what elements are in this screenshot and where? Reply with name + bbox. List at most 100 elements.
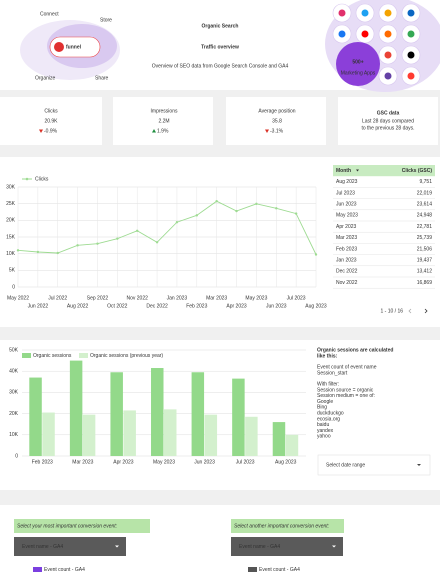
dropdown-label: Event name - GA4 <box>22 544 63 550</box>
y-tick-label: 20K <box>9 411 19 417</box>
line-point <box>76 244 79 247</box>
notes-medium: Bing <box>317 405 327 411</box>
kpi-arrow <box>39 129 43 133</box>
table-cell: Nov 2022 <box>336 280 358 286</box>
bar <box>245 416 258 456</box>
app-icon-glyph <box>407 9 415 17</box>
legend-label: Event count - GA4 <box>259 567 300 572</box>
table-header-cell: Clicks (GSC) <box>402 168 433 174</box>
x-tick-label: Aug 2023 <box>305 303 327 309</box>
kpi-value: 2.2M <box>158 118 169 124</box>
table-cell: 22,019 <box>417 190 433 196</box>
table-cell: Dec 2022 <box>336 269 358 275</box>
app-icon-glyph <box>338 30 346 38</box>
line-point <box>215 200 218 203</box>
dropdown-caret[interactable] <box>115 545 119 548</box>
notes-medium: Google <box>317 399 333 405</box>
line-series <box>17 200 317 255</box>
x-tick-label: Nov 2022 <box>126 295 148 301</box>
gsc-text: Last 28 days compared <box>362 118 414 124</box>
notes-medium: yandex <box>317 428 334 434</box>
dropdown-caret[interactable] <box>332 545 336 548</box>
x-tick-label: Jun 2023 <box>194 459 215 465</box>
app-icon-glyph <box>407 30 415 38</box>
app-icon-glyph <box>384 51 392 59</box>
logo-mark <box>54 42 64 52</box>
x-tick-label: Jun 2022 <box>28 303 49 309</box>
x-tick-label: Oct 2022 <box>107 303 128 309</box>
notes-title: Organic sessions are calculated <box>317 347 393 353</box>
prompt: Select your most important conversion ev… <box>17 523 118 529</box>
table-cell: 24,948 <box>417 213 433 219</box>
notes-metric: Event count of event name <box>317 364 377 370</box>
legend-swatch <box>79 353 88 358</box>
table-header-cell: Month <box>336 168 351 174</box>
line-point <box>275 207 278 210</box>
x-tick-label: Jul 2023 <box>236 459 255 465</box>
apps-badge <box>336 42 380 86</box>
sort-icon <box>356 169 359 172</box>
bar <box>285 434 299 456</box>
logo-label: Organize <box>35 75 56 81</box>
app-icon-glyph <box>338 9 346 17</box>
x-tick-label: Jan 2023 <box>167 295 188 301</box>
kpi-arrow <box>265 129 269 133</box>
kpi-label: Impressions <box>151 108 178 114</box>
badge-number: 500+ <box>352 59 363 65</box>
logo-label: Share <box>95 75 109 81</box>
y-tick-label: 0 <box>12 284 15 290</box>
kpi-label: Clicks <box>44 108 58 114</box>
x-tick-label: Feb 2023 <box>186 303 207 309</box>
y-tick-label: 40K <box>9 369 19 375</box>
line-point <box>255 202 258 206</box>
logo-label: Store <box>100 17 112 23</box>
x-tick-label: Feb 2023 <box>32 459 53 465</box>
prev-page[interactable] <box>408 308 412 314</box>
table-cell: Feb 2023 <box>336 246 357 252</box>
x-tick-label: May 2023 <box>245 295 267 301</box>
next-page[interactable] <box>424 308 428 314</box>
table-cell: 9,751 <box>419 179 432 185</box>
gsc-title: GSC data <box>377 110 400 116</box>
kpi-card <box>113 97 213 145</box>
bar <box>272 422 286 456</box>
date-selector[interactable] <box>317 454 431 476</box>
legend-label: Organic sessions <box>33 353 72 359</box>
dropdown[interactable] <box>231 537 343 556</box>
dropdown[interactable] <box>14 537 126 556</box>
notes-filter: Session medium = one of: <box>317 393 375 399</box>
x-tick-label: Apr 2023 <box>226 303 247 309</box>
line-point <box>56 251 59 255</box>
dropdown-label: Event name - GA4 <box>239 544 280 550</box>
kpi-arrow <box>152 129 156 133</box>
notes-medium: yahoo <box>317 434 331 440</box>
x-tick-label: May 2022 <box>7 295 29 301</box>
y-tick-label: 0 <box>15 453 18 459</box>
y-tick-label: 20K <box>6 218 16 224</box>
table-cell: 21,506 <box>417 246 433 252</box>
table-cell: Aug 2023 <box>336 179 358 185</box>
prompt-box <box>231 519 344 533</box>
x-tick-label: Sep 2022 <box>87 295 109 301</box>
legend-swatch <box>248 567 257 572</box>
dropdown-caret[interactable] <box>417 464 421 466</box>
table-cell: Mar 2023 <box>336 235 357 241</box>
notes-medium: duckduckgo <box>317 411 344 417</box>
notes-medium: baidu <box>317 422 329 428</box>
notes-filter: Session source = organic <box>317 387 374 393</box>
app-icon-glyph <box>361 30 369 38</box>
bar <box>110 372 123 456</box>
prompt-box <box>14 519 150 533</box>
x-tick-label: Aug 2023 <box>275 459 297 465</box>
bar <box>191 372 205 456</box>
notes-event: Session_start <box>317 370 348 376</box>
line-point <box>136 229 139 232</box>
x-tick-label: Aug 2022 <box>67 303 89 309</box>
table-cell: Jul 2023 <box>336 190 355 196</box>
app-icon-glyph <box>384 9 392 17</box>
kpi-change: -3.1% <box>270 128 284 134</box>
table-cell: 16,869 <box>417 280 433 286</box>
table-cell: May 2023 <box>336 213 358 219</box>
y-tick-label: 30K <box>9 390 19 396</box>
